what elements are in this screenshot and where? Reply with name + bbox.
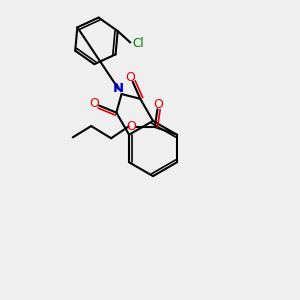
Text: O: O — [153, 98, 163, 111]
Text: O: O — [89, 97, 99, 110]
Text: O: O — [126, 120, 136, 133]
Text: Cl: Cl — [132, 38, 144, 50]
Text: O: O — [126, 71, 136, 84]
Text: N: N — [113, 82, 124, 95]
